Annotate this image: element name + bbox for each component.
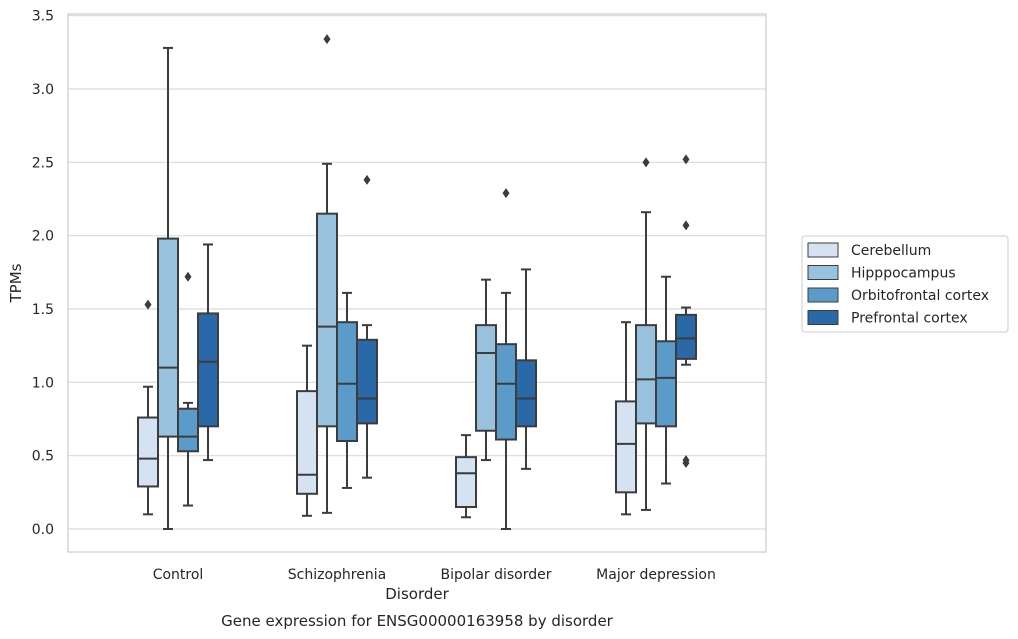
legend-swatch: [807, 310, 839, 325]
box-iqr: [635, 324, 657, 425]
boxes-layer: [137, 34, 697, 530]
y-tick-label: 3.0: [32, 82, 54, 98]
legend: Cerebellum Hipppocampus Orbitofrontal cort…: [801, 235, 1009, 333]
y-tick-label: 2.5: [32, 155, 54, 171]
gridlines: [68, 15, 766, 530]
box-group: [495, 188, 517, 530]
box-iqr: [197, 312, 219, 428]
box-group: [655, 275, 677, 485]
box-iqr: [675, 313, 697, 360]
box-iqr: [515, 359, 537, 428]
outlier-point: [682, 458, 690, 468]
box-iqr: [336, 321, 358, 443]
box-group: [635, 157, 657, 511]
y-tick-label: 1.5: [32, 302, 54, 318]
box-group: [515, 268, 537, 470]
box-group: [296, 344, 318, 517]
box-group: [177, 271, 199, 507]
y-tick-label: 1.0: [32, 375, 54, 391]
box-group: [137, 299, 159, 516]
legend-swatch: [807, 287, 839, 303]
box-iqr: [615, 400, 637, 494]
x-tick-label: Control: [153, 567, 204, 583]
outlier-point: [363, 174, 371, 185]
y-tick-label: 0.5: [32, 449, 54, 465]
x-axis-title: Disorder: [385, 585, 449, 603]
box-iqr: [455, 456, 477, 508]
chart-caption: Gene expression for ENSG00000163958 by d…: [221, 612, 614, 630]
box-group: [197, 243, 219, 462]
box-group: [157, 46, 179, 530]
box-group: [356, 174, 378, 479]
y-tick-labels: 0.0 0.5 1.0 1.5 2.0 2.5 3.0 3.5: [32, 9, 54, 538]
y-tick-label: 0.0: [32, 522, 54, 538]
box-iqr: [157, 237, 179, 438]
box-iqr: [655, 340, 677, 428]
y-axis-title: TPMs: [7, 263, 25, 303]
x-tick-label: Bipolar disorder: [440, 567, 551, 583]
outlier-point: [682, 220, 690, 231]
box-group: [455, 434, 477, 519]
box-group: [475, 278, 497, 462]
box-iqr: [475, 324, 497, 432]
plot-background: [68, 14, 766, 552]
outlier-point: [184, 271, 192, 282]
y-tick-label: 2.0: [32, 229, 54, 245]
outlier-point: [323, 34, 331, 45]
legend-frame: [801, 235, 1009, 333]
y-tick-label: 3.5: [32, 9, 54, 25]
box-iqr: [177, 407, 199, 453]
box-group: [675, 154, 697, 468]
legend-label: Cerebellum: [851, 243, 931, 259]
x-tick-label: Schizophrenia: [288, 567, 386, 583]
legend-swatch: [807, 265, 839, 280]
box-iqr: [316, 212, 338, 428]
box-iqr: [356, 338, 378, 425]
legend-label: Orbitofrontal cortex: [851, 288, 989, 304]
box-iqr: [495, 343, 517, 441]
box-iqr: [296, 390, 318, 495]
legend-swatch: [807, 242, 839, 258]
x-tick-label: Major depression: [596, 567, 716, 583]
x-tick-labels: Control Schizophrenia Bipolar disorder Majo…: [153, 567, 716, 583]
legend-label: Prefrontal cortex: [851, 311, 968, 327]
box-group: [615, 321, 637, 516]
outlier-point: [502, 188, 510, 199]
outlier-point: [642, 157, 650, 168]
box-group: [316, 34, 338, 514]
outlier-point: [144, 299, 152, 310]
box-iqr: [137, 416, 159, 488]
outlier-point: [682, 154, 690, 165]
legend-label: Hipppocampus: [851, 266, 956, 282]
plot-frame: [67, 13, 767, 553]
